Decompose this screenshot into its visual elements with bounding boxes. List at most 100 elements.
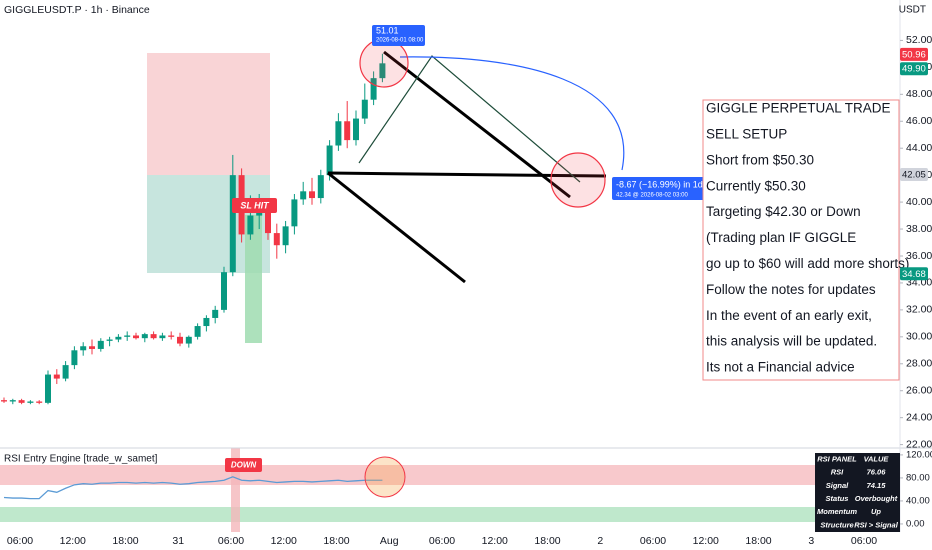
symbol-title: GIGGLEUSDT.P · 1h · Binance bbox=[4, 4, 150, 16]
x-tick-label: Aug bbox=[380, 535, 399, 547]
rsi-overbought-band bbox=[0, 465, 900, 485]
candle-body bbox=[97, 340, 104, 349]
candle-body bbox=[1, 400, 7, 402]
candle-body bbox=[265, 204, 271, 234]
rsi-y-tick-label: 120.00 bbox=[906, 449, 932, 460]
x-tick-label: 06:00 bbox=[851, 535, 877, 547]
high-time: 2026-08-01 08:00 bbox=[376, 38, 424, 44]
x-tick-label: 12:00 bbox=[482, 535, 508, 547]
rsi-y-tick-label: 80.00 bbox=[906, 472, 930, 483]
candle-body bbox=[326, 145, 333, 176]
rsi-table-header: RSI PANEL bbox=[817, 455, 857, 464]
candle-body bbox=[361, 99, 368, 119]
candle-body bbox=[18, 400, 25, 403]
x-tick-label: 18:00 bbox=[534, 535, 560, 547]
candle-body bbox=[344, 121, 351, 141]
sl-label: SL HIT bbox=[240, 200, 270, 210]
note-line: In the event of an early exit, bbox=[706, 308, 872, 323]
candle-body bbox=[309, 191, 315, 199]
candle-body bbox=[36, 401, 43, 403]
note-line: GIGGLE PERPETUAL TRADE bbox=[706, 101, 891, 116]
rsi-table-cell: RSI > Signal bbox=[854, 520, 898, 529]
rsi-highlight bbox=[231, 448, 240, 532]
currency: USDT bbox=[899, 5, 926, 16]
candle-body bbox=[177, 336, 183, 344]
y-tick-label: 44.00 bbox=[906, 142, 932, 154]
rsi-table bbox=[815, 453, 900, 532]
y-tick-label: 38.00 bbox=[906, 223, 932, 235]
candle-body bbox=[212, 309, 219, 318]
rsi-table-cell: Momentum bbox=[817, 507, 857, 516]
candle-body bbox=[273, 233, 280, 246]
highlight-circle bbox=[359, 38, 409, 88]
note-line: Targeting $42.30 or Down bbox=[706, 204, 861, 219]
price-tag-label: 34.68 bbox=[902, 269, 926, 280]
projection-curve bbox=[399, 56, 625, 171]
move-box bbox=[245, 215, 262, 343]
y-tick-label: 28.00 bbox=[906, 358, 932, 370]
candle-body bbox=[45, 374, 51, 403]
price-tag-label: 50.96 bbox=[902, 49, 926, 60]
signal-tag bbox=[225, 458, 262, 472]
candle-body bbox=[379, 63, 386, 79]
note-line: Follow the notes for updates bbox=[706, 282, 876, 297]
candle-body bbox=[53, 374, 60, 379]
high-label: 51.01 bbox=[376, 25, 399, 35]
note-box bbox=[702, 99, 900, 381]
rsi-oversold-band bbox=[0, 507, 900, 522]
y-tick-label: 32.00 bbox=[906, 304, 932, 316]
rsi-table-cell: 76.06 bbox=[867, 468, 887, 477]
path-line bbox=[358, 55, 581, 183]
y-tick-label: 22.00 bbox=[906, 438, 932, 450]
rsi-table-cell: Structure bbox=[820, 520, 853, 529]
y-tick-label: 46.00 bbox=[906, 115, 932, 127]
note-line: this analysis will be updated. bbox=[706, 334, 877, 349]
highlight-circle bbox=[550, 152, 606, 208]
highlight-circle bbox=[364, 456, 406, 498]
x-tick-label: 18:00 bbox=[112, 535, 138, 547]
move-sub: 42.34 @ 2026-08-02 03:00 bbox=[616, 193, 688, 199]
candle-body bbox=[335, 121, 342, 146]
x-tick-label: 06:00 bbox=[218, 535, 244, 547]
candle-body bbox=[282, 226, 289, 246]
candle-body bbox=[27, 401, 34, 403]
signal-label: DOWN bbox=[231, 461, 257, 470]
rsi-table-cell: RSI bbox=[831, 468, 844, 477]
rsi-table-cell: Signal bbox=[826, 481, 849, 490]
note-line: Currently $50.30 bbox=[706, 178, 806, 193]
candle-body bbox=[291, 199, 298, 227]
candle-body bbox=[353, 118, 359, 141]
candle-body bbox=[62, 365, 69, 379]
x-tick-label: 06:00 bbox=[640, 535, 666, 547]
rsi-table-cell: Overbought bbox=[855, 494, 898, 503]
candle-body bbox=[194, 326, 201, 337]
note-line: Its not a Financial advice bbox=[706, 360, 855, 375]
note-line: go up to $60 will add more shorts) bbox=[706, 256, 909, 271]
rsi-table-cell: 74.15 bbox=[867, 481, 887, 490]
stop-zone bbox=[147, 53, 270, 175]
candle-body bbox=[203, 317, 210, 327]
price-tag-label: 49.90 bbox=[902, 64, 926, 75]
price-tag bbox=[900, 47, 928, 61]
candle-body bbox=[168, 335, 175, 337]
rsi-table-cell: Status bbox=[826, 494, 849, 503]
candle-body bbox=[300, 191, 307, 200]
y-tick-label: 26.00 bbox=[906, 384, 932, 396]
x-tick-label: 18:00 bbox=[745, 535, 771, 547]
candle-body bbox=[185, 336, 192, 344]
note-line: (Trading plan IF GIGGLE bbox=[706, 230, 856, 245]
drawings: 51.01 2026-08-01 08:00 -8.67 (−16.99%) i… bbox=[225, 25, 909, 532]
price-tag bbox=[900, 267, 928, 281]
rsi-y-tick-label: 40.00 bbox=[906, 495, 930, 506]
x-tick-label: 2 bbox=[597, 535, 603, 547]
candle-body bbox=[115, 336, 122, 340]
note-line: Short from $50.30 bbox=[706, 152, 814, 167]
x-tick-label: 18:00 bbox=[323, 535, 349, 547]
rsi-table-header: VALUE bbox=[864, 455, 890, 464]
candle-body bbox=[106, 339, 113, 341]
sl-tag bbox=[232, 198, 277, 213]
candle-body bbox=[89, 346, 95, 349]
y-tick-label: 40.00 bbox=[906, 196, 932, 208]
x-tick-label: 12:00 bbox=[60, 535, 86, 547]
